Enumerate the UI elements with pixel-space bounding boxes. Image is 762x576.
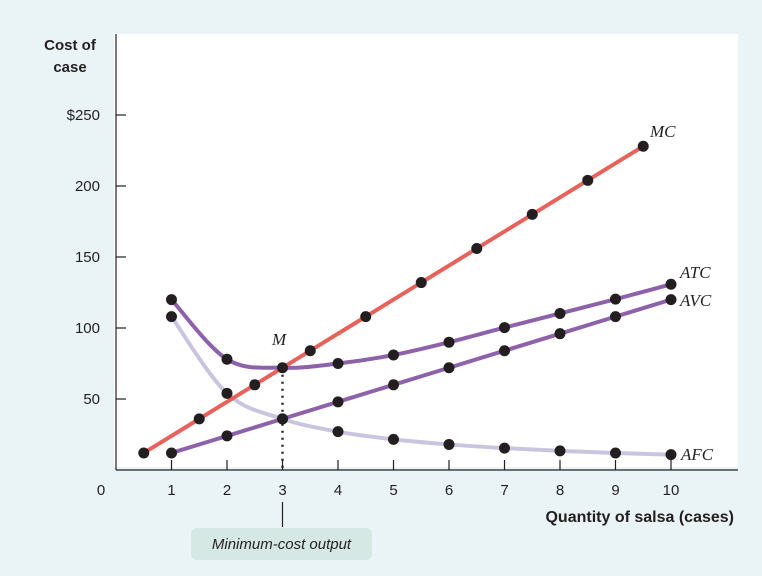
series-label-avc: AVC — [679, 291, 712, 310]
series-line-afc — [169, 314, 673, 457]
series-label-atc: ATC — [679, 263, 711, 282]
data-point-atc — [277, 362, 288, 374]
y-axis-title: Cost of — [44, 37, 97, 54]
x-tick-label: 2 — [223, 482, 231, 499]
x-tick-label: 8 — [556, 482, 564, 499]
data-point-mc — [249, 379, 261, 391]
y-axis-title-line2: case — [53, 59, 86, 76]
data-point-afc — [332, 426, 344, 438]
data-point-mc — [637, 140, 649, 152]
data-point-avc — [443, 362, 455, 374]
x-tick-label: 4 — [334, 482, 342, 499]
data-point-atc — [665, 278, 677, 290]
data-point-mc — [193, 413, 205, 425]
data-point-afc — [166, 311, 177, 323]
x-tick-label: 7 — [500, 482, 508, 499]
series-line-avc — [169, 297, 673, 455]
data-point-avc — [388, 379, 399, 391]
series-line-mc — [141, 144, 646, 455]
data-point-afc — [443, 438, 455, 450]
series-line-atc — [169, 282, 673, 370]
data-point-atc — [610, 293, 621, 305]
minimum-cost-output-annotation: Minimum-cost output — [191, 528, 372, 560]
data-point-afc — [554, 445, 566, 457]
data-point-avc — [499, 345, 510, 357]
x-tick-label: 6 — [445, 482, 453, 499]
data-point-mc — [415, 277, 427, 289]
data-point-avc — [166, 447, 177, 459]
data-point-afc — [221, 387, 233, 399]
data-point-afc — [665, 449, 677, 461]
data-point-atc — [499, 322, 510, 334]
data-point-mc — [360, 311, 372, 323]
data-point-atc — [443, 336, 455, 348]
y-tick-label: 100 — [75, 320, 100, 337]
data-point-mc — [471, 242, 483, 254]
x-axis-title: Quantity of salsa (cases) — [545, 509, 734, 526]
plot-area — [114, 34, 738, 467]
y-tick-label: $250 — [67, 107, 100, 124]
data-point-atc — [166, 294, 177, 306]
x-tick-label: 3 — [278, 482, 286, 499]
x-tick-label: 10 — [663, 482, 680, 499]
series-label-afc: AFC — [680, 445, 714, 464]
data-point-avc — [665, 294, 677, 306]
data-point-atc — [221, 353, 233, 365]
data-point-atc — [554, 307, 566, 319]
y-tick-label: 150 — [75, 249, 100, 266]
data-point-avc — [221, 430, 233, 442]
point-m-label: M — [271, 330, 287, 349]
y-tick-label: 50 — [83, 391, 100, 408]
data-point-avc — [332, 396, 344, 408]
data-point-avc — [610, 311, 621, 323]
y-tick-label: 200 — [75, 178, 100, 195]
data-point-afc — [499, 442, 510, 454]
x-tick-label: 1 — [167, 482, 175, 499]
data-point-mc — [138, 447, 150, 459]
data-point-afc — [610, 447, 621, 459]
x-tick-label: 0 — [97, 482, 105, 499]
data-point-mc — [526, 208, 538, 220]
data-point-mc — [304, 345, 316, 357]
data-point-atc — [332, 358, 344, 369]
x-tick-label: 5 — [389, 482, 397, 499]
x-tick-label: 9 — [611, 482, 619, 499]
data-point-avc — [554, 328, 566, 340]
data-point-mc — [582, 174, 594, 186]
data-point-atc — [388, 349, 399, 361]
series-label-mc: MC — [649, 122, 676, 141]
data-point-afc — [388, 433, 399, 445]
data-point-avc — [277, 413, 288, 425]
